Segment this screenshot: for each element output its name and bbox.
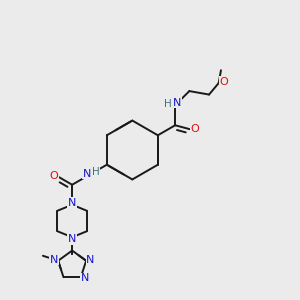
Text: N: N	[86, 254, 94, 265]
Text: H: H	[92, 167, 100, 177]
Text: N: N	[68, 234, 76, 244]
Text: N: N	[50, 254, 58, 265]
Text: O: O	[220, 76, 228, 87]
Text: O: O	[190, 124, 199, 134]
Text: O: O	[50, 171, 58, 181]
Text: N: N	[68, 198, 76, 208]
Text: N: N	[173, 98, 182, 108]
Text: H: H	[164, 99, 172, 109]
Text: N: N	[81, 273, 89, 284]
Text: N: N	[83, 169, 91, 179]
